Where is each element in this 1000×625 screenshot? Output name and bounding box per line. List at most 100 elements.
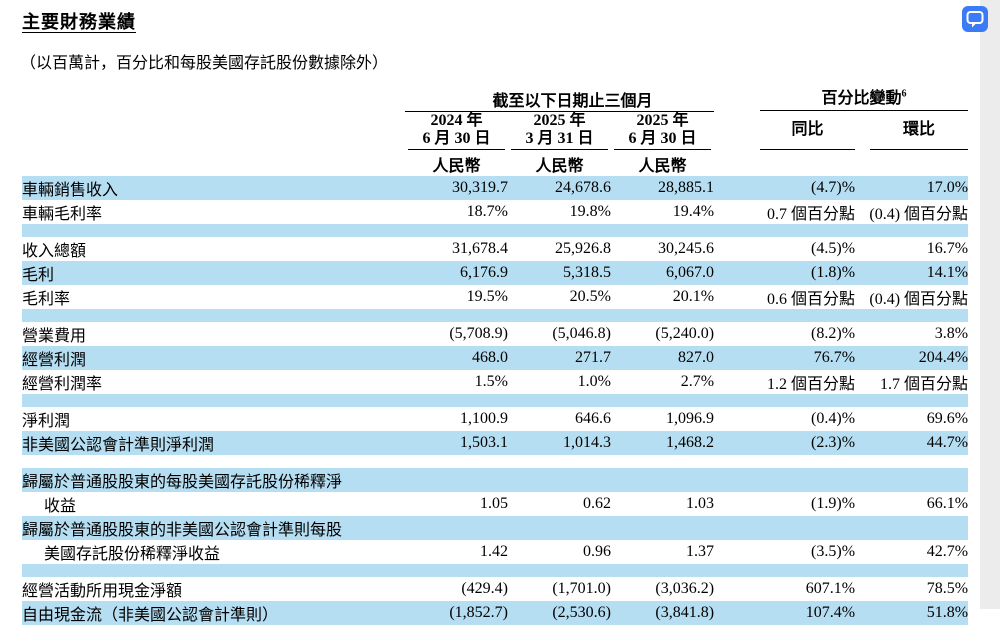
cell-qoq: 204.4% <box>855 345 969 370</box>
cell-2024-06-30: 6,176.9 <box>405 260 508 285</box>
cell-qoq: 51.8% <box>855 600 969 625</box>
cell-2024-06-30: 19.5% <box>466 287 508 305</box>
table-row: 收益 1.05 0.62 1.03 (1.9)% 66.1% <box>22 492 968 516</box>
cell-2025-06-30: 2.7% <box>680 372 715 390</box>
cell-qoq <box>855 467 969 492</box>
row-label: 經營活動所用現金淨額 <box>22 582 183 600</box>
row-label: 經營利潤 <box>22 345 405 370</box>
header-empty-cell <box>22 111 405 150</box>
header-empty-cell <box>714 150 855 176</box>
cell-qoq: 66.1% <box>926 494 969 512</box>
row-label: 美國存託股份稀釋淨收益 <box>44 545 221 563</box>
cell-yoy <box>714 563 856 577</box>
footnote-ref-6: 6 <box>901 88 907 100</box>
cell-qoq: 42.7% <box>926 542 969 560</box>
cell-qoq: 78.5% <box>926 579 969 597</box>
header-group-row: 截至以下日期止三個月 百分比變動6 <box>22 84 969 112</box>
cell-2025-03-31 <box>508 308 611 322</box>
cell-2025-06-30: 28,885.1 <box>611 175 715 200</box>
cell-qoq: (0.4) 個百分點 <box>869 290 969 308</box>
cell-2024-06-30 <box>405 308 508 322</box>
cell-2024-06-30: 1.05 <box>480 494 508 512</box>
header-empty-cell <box>22 84 405 111</box>
cell-qoq <box>855 308 969 322</box>
page-title: 主要財務業績 <box>22 12 136 32</box>
cell-2025-06-30: 827.0 <box>611 345 715 370</box>
cell-yoy: 607.1% <box>805 579 856 597</box>
cell-2024-06-30 <box>405 515 508 540</box>
cell-2024-06-30 <box>405 223 508 237</box>
cell-yoy <box>714 223 856 237</box>
cell-2024-06-30: (1,852.7) <box>405 600 508 625</box>
table-row: 歸屬於普通股股東的每股美國存託股份稀釋淨 <box>22 467 969 492</box>
cell-2025-03-31 <box>508 393 611 407</box>
row-label: 收益 <box>44 497 77 515</box>
table-row: 經營活動所用現金淨額 (429.4) (1,701.0) (3,036.2) 6… <box>22 577 968 601</box>
yoy-label: 同比 <box>791 120 824 138</box>
cell-yoy: 76.7% <box>714 345 856 370</box>
cell-yoy: 0.6 個百分點 <box>767 290 856 308</box>
cell-qoq <box>855 223 969 237</box>
cell-2024-06-30: 1,503.1 <box>405 430 508 455</box>
date-line2: 6 月 30 日 <box>422 129 491 147</box>
row-label: 自由現金流（非美國公認會計準則） <box>22 600 405 625</box>
date-line2: 3 月 31 日 <box>525 129 594 147</box>
cell-qoq <box>855 515 969 540</box>
cell-2025-06-30: 6,067.0 <box>611 260 715 285</box>
cell-qoq: 1.7 個百分點 <box>880 375 969 393</box>
cell-2025-03-31: (2,530.6) <box>508 600 611 625</box>
cell-yoy <box>714 308 856 322</box>
table-row: 自由現金流（非美國公認會計準則） (1,852.7) (2,530.6) (3,… <box>22 600 969 625</box>
cell-2025-03-31 <box>508 223 611 237</box>
table-row <box>22 223 969 237</box>
row-label: 收入總額 <box>22 242 87 260</box>
translate-extension-icon[interactable] <box>962 6 988 32</box>
cell-2025-06-30: 1,468.2 <box>611 430 715 455</box>
cell-2024-06-30: 30,319.7 <box>405 175 508 200</box>
cell-2025-06-30: 30,245.6 <box>658 239 715 257</box>
cell-2025-06-30: 1.03 <box>686 494 715 512</box>
cell-2025-03-31: 5,318.5 <box>508 260 611 285</box>
cell-2024-06-30: 468.0 <box>405 345 508 370</box>
cell-2025-06-30 <box>611 393 715 407</box>
cell-2025-06-30 <box>611 455 714 468</box>
currency-label: 人民幣 <box>432 157 481 175</box>
table-row: 經營利潤 468.0 271.7 827.0 76.7% 204.4% <box>22 345 969 370</box>
cell-qoq <box>855 455 968 468</box>
cell-yoy: (4.5)% <box>811 239 856 257</box>
row-label <box>22 308 405 322</box>
cell-yoy: 1.2 個百分點 <box>767 375 856 393</box>
cell-yoy <box>714 455 855 468</box>
row-label: 毛利率 <box>22 290 71 308</box>
col-header-yoy: 同比 <box>714 111 856 150</box>
table-row: 收入總額 31,678.4 25,926.8 30,245.6 (4.5)% 1… <box>22 237 968 261</box>
currency-label: 人民幣 <box>535 157 584 175</box>
pct-group-header: 百分比變動6 <box>714 84 969 111</box>
row-label: 淨利潤 <box>22 412 71 430</box>
pct-group-label: 百分比變動 <box>821 90 902 107</box>
cell-2025-03-31 <box>508 515 611 540</box>
cell-2025-03-31 <box>508 563 611 577</box>
cell-2025-06-30 <box>611 563 715 577</box>
table-row: 美國存託股份稀釋淨收益 1.42 0.96 1.37 (3.5)% 42.7% <box>22 540 968 564</box>
table-row: 非美國公認會計準則淨利潤 1,503.1 1,014.3 1,468.2 (2.… <box>22 430 969 455</box>
row-label <box>22 223 405 237</box>
row-label: 歸屬於普通股股東的每股美國存託股份稀釋淨 <box>22 467 405 492</box>
row-label: 非美國公認會計準則淨利潤 <box>22 430 405 455</box>
cell-yoy <box>714 393 856 407</box>
cell-2025-03-31: (5,046.8) <box>552 324 611 342</box>
row-label <box>22 455 405 468</box>
table-row: 營業費用 (5,708.9) (5,046.8) (5,240.0) (8.2)… <box>22 322 968 346</box>
table-row: 歸屬於普通股股東的非美國公認會計準則每股 <box>22 515 969 540</box>
cell-2025-03-31: 1,014.3 <box>508 430 611 455</box>
table-row: 毛利 6,176.9 5,318.5 6,067.0 (1.8)% 14.1% <box>22 260 969 285</box>
cell-2024-06-30 <box>405 393 508 407</box>
cell-yoy: (2.3)% <box>714 430 856 455</box>
cell-2025-03-31: 1.0% <box>577 372 611 390</box>
cell-yoy: (1.8)% <box>714 260 856 285</box>
cell-yoy: (8.2)% <box>811 324 856 342</box>
cell-2024-06-30: 1.42 <box>480 542 508 560</box>
cell-2025-03-31: 0.96 <box>583 542 611 560</box>
